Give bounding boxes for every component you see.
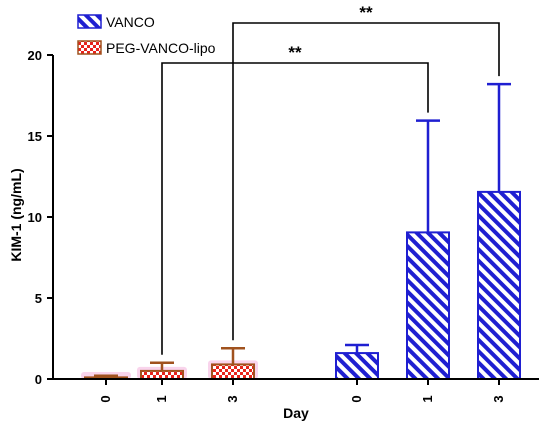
y-tick-label: 10 (28, 210, 42, 225)
y-tick-label: 5 (35, 291, 42, 306)
x-tick-label: 1 (420, 395, 435, 402)
bar-vanco-day-0 (335, 352, 379, 380)
x-ticks: 0 1 3 0 1 3 (98, 379, 506, 403)
y-tick-label: 0 (35, 372, 42, 387)
bars-layer (84, 190, 521, 381)
axes-layer (52, 55, 539, 380)
legend-label: PEG-VANCO-lipo (106, 40, 216, 56)
y-tick-label: 20 (28, 48, 42, 63)
significance-annotations: ** ** (161, 3, 500, 355)
bar-vanco-day-3 (477, 190, 521, 380)
x-tick-label: 3 (225, 395, 240, 402)
legend: VANCO PEG-VANCO-lipo (77, 14, 216, 56)
legend-label: VANCO (106, 14, 155, 30)
x-axis-title: Day (283, 405, 309, 421)
bar-peg-vanco-lipo-day-1 (140, 369, 184, 380)
x-tick-label: 0 (98, 395, 113, 402)
x-tick-label: 3 (491, 395, 506, 402)
significance-bracket (232, 22, 500, 341)
x-tick-label: 1 (154, 395, 169, 402)
significance-bracket (161, 62, 429, 355)
significance-label: ** (288, 43, 302, 62)
bar-peg-vanco-lipo-day-3 (211, 363, 255, 381)
y-tick-label: 15 (28, 129, 42, 144)
y-ticks: 0 5 10 15 20 (28, 48, 53, 387)
bar-vanco-day-1 (406, 231, 450, 380)
legend-swatch-peg-vanco-lipo (77, 40, 102, 55)
y-axis-title: KIM-1 (ng/mL) (8, 168, 24, 261)
significance-label: ** (359, 3, 373, 22)
error-bars-layer (94, 82, 511, 378)
legend-swatch-vanco (77, 14, 102, 29)
x-tick-label: 0 (349, 395, 364, 402)
